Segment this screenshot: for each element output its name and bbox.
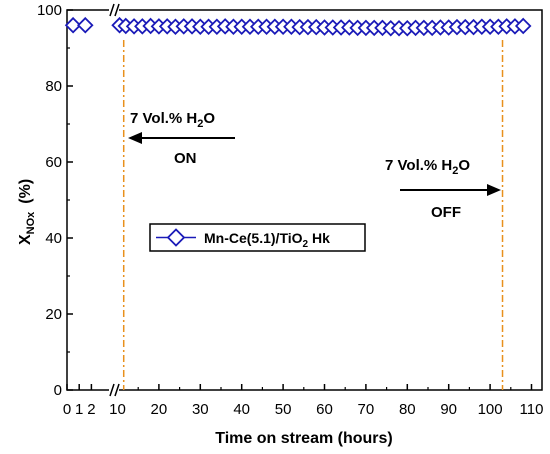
bottom-axis-break bbox=[109, 383, 120, 397]
data-point bbox=[77, 16, 94, 34]
x-tick-label: 20 bbox=[151, 401, 168, 418]
annotation-off-arrow bbox=[400, 184, 501, 196]
x-tick-label: 40 bbox=[233, 401, 250, 418]
data-point bbox=[514, 17, 532, 35]
y-axis-ticks: 0 20 40 60 80 100 bbox=[37, 2, 73, 399]
y-tick-label: 20 bbox=[45, 306, 62, 323]
data-point bbox=[64, 16, 82, 34]
series-points bbox=[64, 16, 532, 37]
annotation-on-arrow bbox=[128, 132, 235, 144]
y-tick-label: 100 bbox=[37, 2, 62, 19]
x-axis-title: Time on stream (hours) bbox=[215, 430, 393, 447]
x-tick-label: 2 bbox=[87, 401, 95, 418]
legend: Mn-Ce(5.1)/TiO2 Hk bbox=[149, 223, 366, 252]
y-tick-label: 60 bbox=[45, 154, 62, 171]
y-axis-title: XNOx(%) bbox=[17, 179, 37, 245]
x-tick-label: 70 bbox=[358, 401, 375, 418]
y-tick-label: 40 bbox=[45, 230, 62, 247]
x-tick-label: 50 bbox=[275, 401, 292, 418]
x-tick-label: 90 bbox=[440, 401, 457, 418]
y-tick-label: 80 bbox=[45, 78, 62, 95]
x-tick-label: 1 bbox=[75, 401, 83, 418]
y-tick-label: 0 bbox=[54, 382, 62, 399]
legend-marker bbox=[166, 228, 186, 247]
annotation-on-state: ON bbox=[174, 150, 197, 167]
x-tick-label: 80 bbox=[399, 401, 416, 418]
x-axis-ticks: 0 1 2 10 20 30 40 50 60 70 80 90 100 110 bbox=[63, 384, 544, 418]
x-tick-label: 110 bbox=[520, 401, 544, 418]
x-tick-label: 10 bbox=[109, 401, 126, 418]
top-axis-break bbox=[109, 3, 120, 17]
x-tick-label: 30 bbox=[192, 401, 209, 418]
plot-frame bbox=[66, 9, 543, 391]
annotation-on-label: 7 Vol.% H2O bbox=[130, 110, 215, 130]
x-tick-label: 60 bbox=[316, 401, 333, 418]
x-tick-label: 100 bbox=[478, 401, 503, 418]
annotation-off-label: 7 Vol.% H2O bbox=[385, 157, 470, 177]
legend-label: Mn-Ce(5.1)/TiO2 Hk bbox=[204, 230, 330, 250]
annotation-off-state: OFF bbox=[431, 204, 461, 221]
h2o-switch-lines bbox=[122, 40, 504, 390]
x-tick-label: 0 bbox=[63, 401, 71, 418]
